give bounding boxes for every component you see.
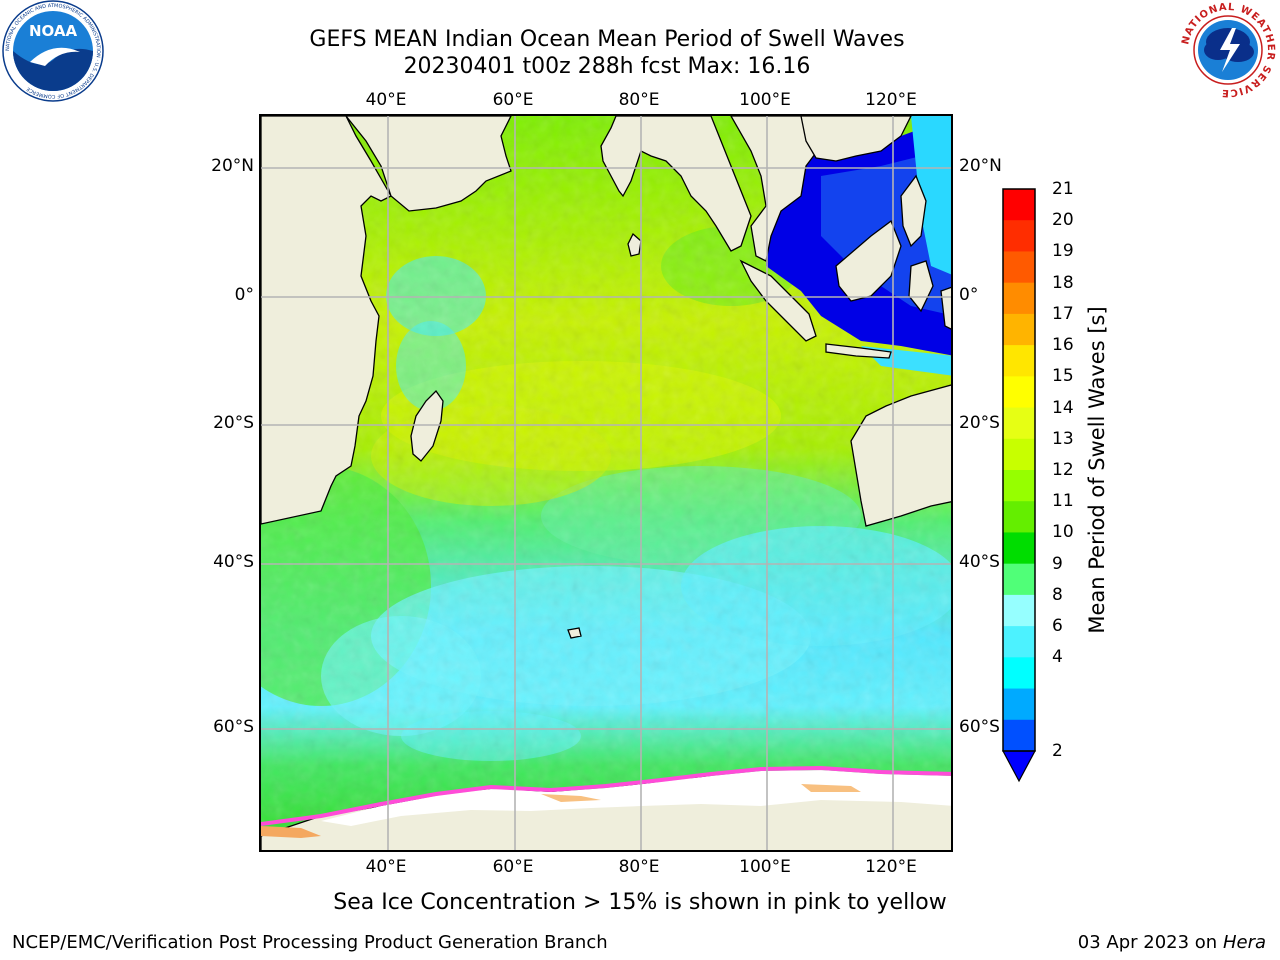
lat-tick-right: 60°S [959,717,1000,737]
lat-tick-left: 20°N [211,156,254,176]
colorbar-extend-triangle [1002,750,1036,783]
colorbar-segment [1003,282,1035,315]
noaa-logo-text: NOAA [29,22,78,40]
colorbar-segment [1003,688,1035,721]
colorbar-segment [1003,407,1035,440]
colorbar-segment [1003,376,1035,409]
colorbar-label: Mean Period of Swell Waves [s] [1085,306,1109,634]
land-australia [850,384,951,527]
swell-period-map [261,116,951,850]
lon-tick-top: 60°E [492,90,534,110]
lat-tick-left: 20°S [213,413,254,433]
land-srilanka [627,232,642,257]
sea-field-cyan [911,116,951,275]
colorbar-segment [1003,594,1035,627]
lat-tick-right: 0° [959,285,979,305]
footer-credit: NCEP/EMC/Verification Post Processing Pr… [12,932,608,953]
colorbar-segment [1003,626,1035,658]
lat-tick-right: 20°N [959,156,1002,176]
land-islands [900,174,927,248]
colorbar-tick: 2 [1052,741,1063,761]
sea-ice-pink-edge [261,765,951,826]
footer-date-text: 03 Apr 2023 on [1077,932,1223,953]
land-borneo [835,219,902,302]
lat-tick-left: 0° [234,285,254,305]
colorbar-tick: 13 [1052,428,1074,449]
colorbar-segment [1003,345,1035,377]
lon-tick-top: 40°E [365,90,407,110]
land-islands [908,260,934,313]
colorbar-segment [1003,532,1035,565]
colorbar-tick: 16 [1052,335,1074,356]
land-sumatra [739,259,817,342]
graticule [261,116,951,850]
colorbar-segment [1003,470,1035,502]
sea-ice-orange [801,784,861,792]
colorbar-segment [1003,313,1035,346]
sea-ice-orange [541,794,601,802]
lat-tick-right: 20°S [959,413,1000,433]
colorbar-tick: 19 [1052,241,1074,262]
land-islands [940,286,951,330]
chart-title: GEFS MEAN Indian Ocean Mean Period of Sw… [309,27,905,52]
colorbar-tick: 8 [1052,584,1063,605]
lon-tick-bottom: 80°E [618,857,660,877]
sea-ice-white [321,770,951,826]
colorbar-tick: 21 [1052,179,1074,199]
footer-date: 03 Apr 2023 on Hera [1078,932,1266,953]
colorbar-segment [1003,719,1035,752]
colorbar-tick: 4 [1052,647,1063,668]
colorbar-tick: 12 [1052,460,1074,480]
lon-tick-bottom: 40°E [365,857,407,877]
sea-ice-orange [261,826,321,838]
colorbar-tick: 6 [1052,616,1063,637]
colorbar [1002,188,1036,783]
colorbar-segment [1003,657,1035,690]
land-madagascar [410,389,444,462]
map-frame [259,114,953,852]
colorbar-tick: 10 [1052,522,1074,543]
sea-ice-caption: Sea Ice Concentration > 15% is shown in … [333,890,947,915]
lon-tick-bottom: 120°E [865,857,917,877]
lon-tick-bottom: 100°E [739,857,791,877]
colorbar-segment [1003,438,1035,471]
colorbar-tick: 20 [1052,210,1074,231]
colorbar-tick: 15 [1052,366,1074,387]
colorbar-tick: 11 [1052,491,1074,512]
colorbar-tick: 17 [1052,303,1074,324]
colorbar-segment [1003,189,1035,221]
footer-host: Hera [1222,932,1266,953]
colorbar-tick: 18 [1052,272,1074,293]
nws-logo: NATIONAL WEATHER SERVICE [1180,2,1276,98]
lon-tick-top: 100°E [739,90,791,110]
lat-tick-left: 40°S [213,552,254,572]
land-java [825,343,892,359]
lon-tick-top: 120°E [865,90,917,110]
colorbar-segment [1003,501,1035,533]
lon-tick-bottom: 60°E [492,857,534,877]
lat-tick-left: 60°S [213,717,254,737]
colorbar-tick: 9 [1052,553,1063,574]
colorbar-segment [1003,563,1035,596]
colorbar-tick: 14 [1052,397,1074,418]
land-kerguelen [567,627,582,639]
colorbar-segment [1003,251,1035,284]
chart-subtitle: 20230401 t00z 288h fcst Max: 16.16 [403,54,811,79]
colorbar-segment [1003,220,1035,252]
land-east-asia [800,116,912,162]
lon-tick-top: 80°E [618,90,660,110]
lat-tick-right: 40°S [959,552,1000,572]
noaa-logo: NOAA NATIONAL OCEANIC AND ATMOSPHERIC AD… [2,0,104,102]
